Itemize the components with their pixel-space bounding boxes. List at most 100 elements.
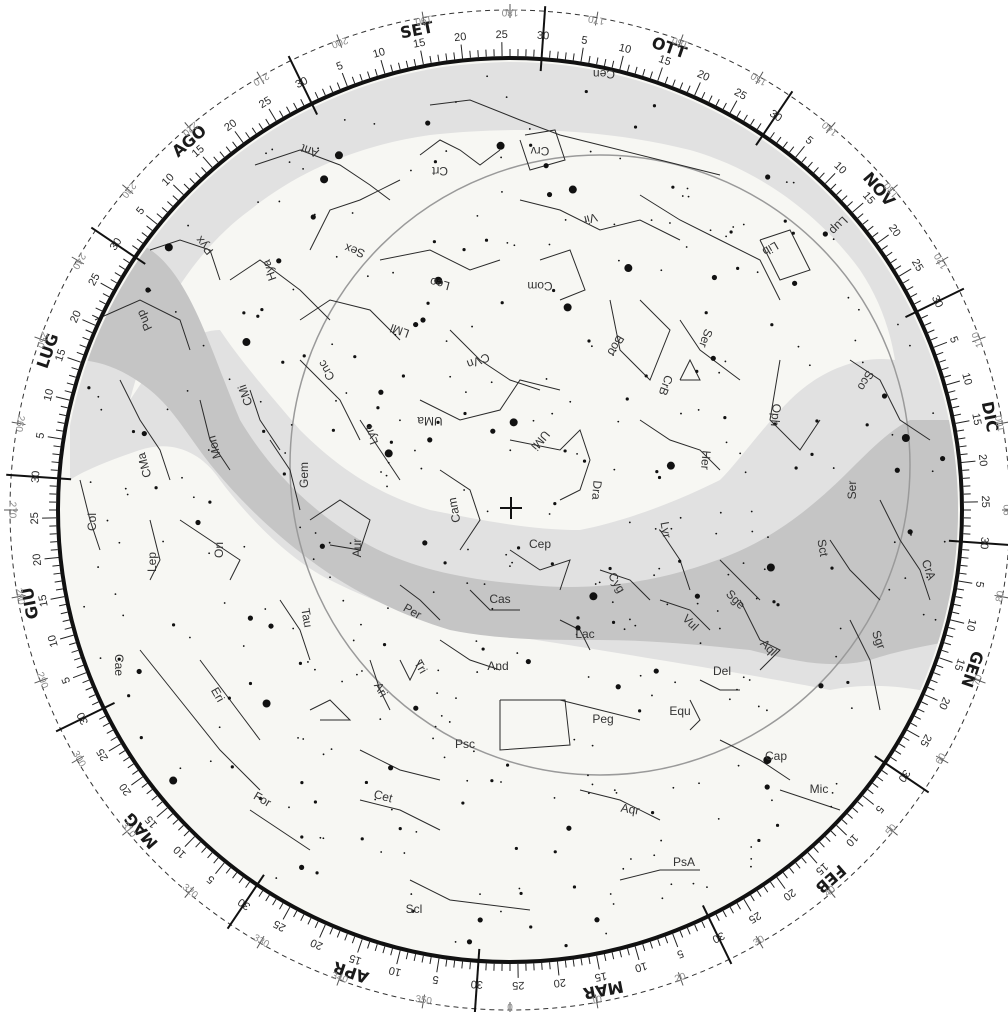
star <box>718 371 721 374</box>
star <box>118 541 121 544</box>
star <box>276 258 282 264</box>
constellation-label-lac: Lac <box>575 627 594 641</box>
star <box>564 219 567 221</box>
star <box>792 280 798 286</box>
star <box>543 163 549 169</box>
star <box>427 437 433 443</box>
star <box>181 476 183 479</box>
day-tick <box>469 50 471 58</box>
star <box>511 561 514 564</box>
star <box>775 823 780 827</box>
day-tick <box>59 634 74 640</box>
day-tick <box>910 293 918 298</box>
day-tick <box>944 642 952 646</box>
star <box>625 397 629 401</box>
degree-tick <box>421 994 426 1009</box>
star <box>594 917 600 923</box>
star <box>127 694 131 698</box>
constellation-label-cam: Cam <box>445 496 463 523</box>
day-tick <box>906 286 914 291</box>
star <box>612 354 615 356</box>
stars <box>83 75 946 948</box>
constellation-label-scl: Scl <box>406 902 423 916</box>
day-tick <box>881 769 888 775</box>
star <box>638 709 642 713</box>
star <box>509 449 512 452</box>
day-tick <box>50 469 58 471</box>
star <box>345 392 348 394</box>
star <box>302 354 306 358</box>
day-tick <box>293 102 298 110</box>
day-tick <box>341 72 348 87</box>
degree-tick <box>336 34 343 48</box>
star <box>654 527 657 530</box>
degree-tick <box>755 71 764 85</box>
star <box>704 311 708 315</box>
star <box>750 857 753 860</box>
star <box>260 307 264 312</box>
day-tick <box>367 941 371 949</box>
star <box>320 175 329 184</box>
star <box>516 652 519 654</box>
day-tick <box>55 588 63 591</box>
star <box>766 709 768 712</box>
day-tick <box>279 110 284 118</box>
star <box>568 185 577 194</box>
star <box>732 226 735 228</box>
day-label: 30 <box>470 978 483 991</box>
star <box>661 897 664 900</box>
star <box>518 887 521 890</box>
degree-label: 190 <box>414 13 433 27</box>
star <box>262 429 266 433</box>
day-tick <box>357 939 363 953</box>
degree-tick <box>184 122 195 134</box>
day-label: 5 <box>973 580 986 588</box>
star <box>131 429 136 434</box>
star <box>609 893 612 895</box>
constellation-label-lep: Lep <box>145 552 159 572</box>
star <box>742 562 745 565</box>
day-tick <box>679 82 684 90</box>
day-tick <box>57 421 65 424</box>
degree-label: 70 <box>971 673 985 688</box>
star <box>275 877 278 879</box>
month-boundary-tick <box>55 701 115 733</box>
degree-tick <box>594 994 599 1009</box>
star <box>622 867 625 870</box>
star <box>692 882 695 885</box>
star <box>467 548 469 551</box>
day-tick <box>52 564 60 567</box>
day-tick <box>819 841 825 848</box>
star <box>750 846 753 848</box>
day-label: 5 <box>675 947 685 960</box>
day-tick <box>957 588 965 591</box>
day-tick <box>941 367 949 371</box>
constellation-label-aqr: Aqr <box>620 801 641 818</box>
day-label: 5 <box>60 675 73 685</box>
pole-marker <box>500 497 522 519</box>
day-tick <box>195 841 201 848</box>
star <box>486 75 489 78</box>
star <box>242 338 251 347</box>
star <box>669 222 671 224</box>
star <box>685 246 688 248</box>
star <box>322 837 325 840</box>
star <box>696 602 699 605</box>
day-tick <box>933 672 941 676</box>
day-tick <box>329 85 334 93</box>
star <box>259 400 262 403</box>
day-tick <box>657 939 661 947</box>
star <box>587 774 589 777</box>
star <box>268 623 274 629</box>
day-tick <box>91 314 99 319</box>
day-tick <box>420 50 424 65</box>
star <box>486 510 489 513</box>
star <box>634 624 637 627</box>
degree-tick <box>972 336 986 343</box>
star <box>615 791 618 794</box>
day-tick <box>619 55 624 70</box>
star <box>463 411 467 416</box>
star <box>331 428 335 432</box>
star <box>501 191 503 193</box>
star <box>169 776 178 785</box>
